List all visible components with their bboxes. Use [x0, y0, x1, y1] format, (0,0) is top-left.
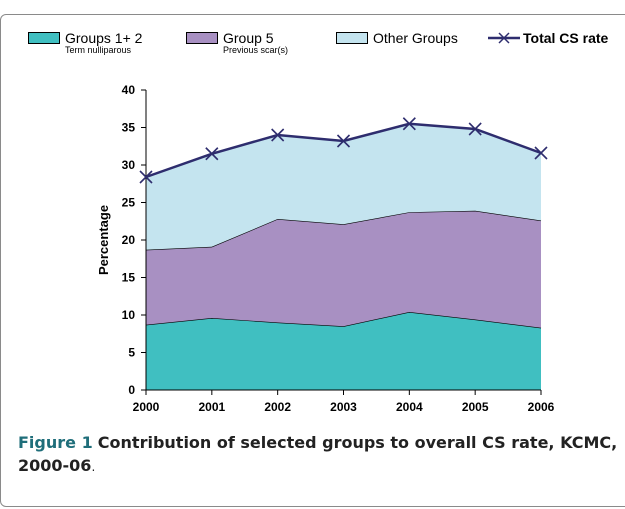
y-tick-label: 0 [128, 383, 135, 397]
legend-swatch [28, 32, 60, 44]
legend-label: Group 5 [223, 30, 274, 46]
legend-swatch [336, 32, 368, 44]
y-tick-label: 20 [122, 233, 136, 247]
total-cs-marker [534, 146, 548, 160]
legend-note: Previous scar(s) [223, 45, 289, 55]
y-tick-label: 10 [122, 308, 136, 322]
total-cs-marker [468, 122, 482, 136]
x-tick-label: 2006 [528, 400, 555, 414]
y-tick-label: 35 [122, 121, 136, 135]
figure-caption: Figure 1 Contribution of selected groups… [18, 431, 618, 479]
y-tick-label: 30 [122, 158, 136, 172]
total-cs-marker [336, 134, 351, 148]
y-tick-label: 25 [122, 196, 136, 210]
legend-swatch [186, 32, 218, 44]
x-tick-label: 2000 [133, 400, 160, 414]
y-tick-label: 15 [122, 271, 136, 285]
total-cs-marker [402, 117, 416, 131]
legend-label: Total CS rate [523, 30, 609, 46]
area-3 [146, 123, 541, 250]
total-cs-marker [139, 170, 153, 184]
figure-frame [0, 14, 625, 507]
y-axis-title: Percentage [96, 205, 111, 275]
x-tick-label: 2004 [396, 400, 423, 414]
caption-period: . [91, 460, 96, 474]
legend-label: Other Groups [373, 30, 458, 46]
total-cs-marker [271, 128, 285, 142]
x-tick-label: 2003 [330, 400, 357, 414]
chart-legend: Groups 1+ 2 Term nulliparous Group 5 Pre… [0, 30, 625, 62]
x-tick-label: 2002 [264, 400, 291, 414]
area-2 [146, 210, 541, 328]
caption-text: Contribution of selected groups to overa… [18, 433, 618, 475]
total-cs-marker [205, 147, 219, 161]
figure-label: Figure 1 [18, 433, 93, 452]
x-tick-label: 2005 [462, 400, 489, 414]
y-tick-label: 5 [128, 346, 135, 360]
chart-plot: 0 5 10 15 20 25 30 35 40 2000 2001 2002 2003 2004 2005… [96, 83, 555, 414]
legend-line-marker [488, 32, 520, 44]
y-tick-label: 40 [122, 83, 136, 97]
x-tick-label: 2001 [198, 400, 225, 414]
area-1 [146, 312, 541, 390]
legend-label: Groups 1+ 2 [65, 30, 143, 46]
legend-note: Term nulliparous [65, 45, 132, 55]
